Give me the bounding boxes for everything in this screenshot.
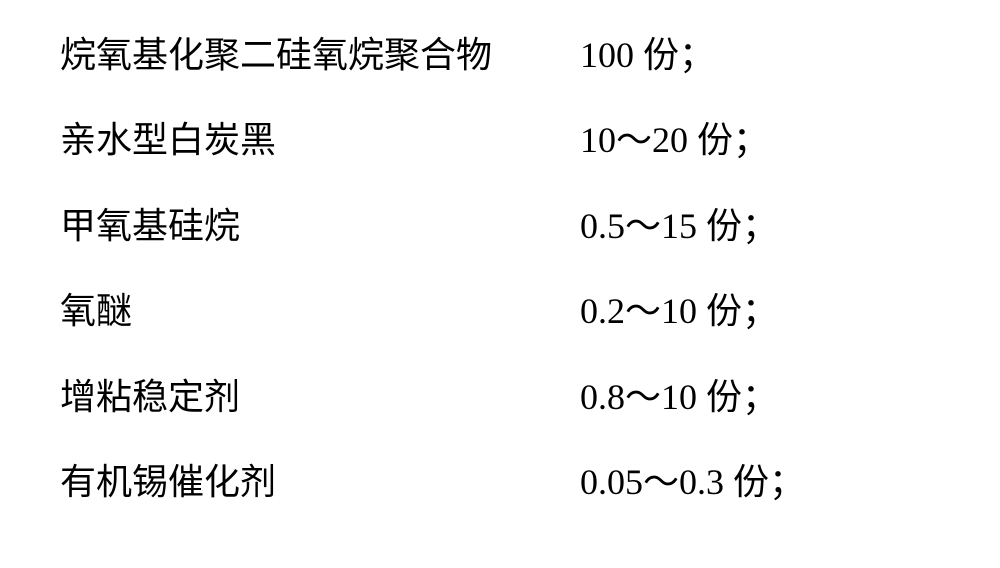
ingredient-name: 甲氧基硅烷 [60,201,580,251]
table-row: 甲氧基硅烷 0.5～15 份； [60,201,940,251]
ingredient-amount: 0.8～10 份； [580,372,778,422]
ingredient-amount: 0.2～10 份； [580,286,778,336]
ingredient-name: 亲水型白炭黑 [60,115,580,165]
ingredient-name: 增粘稳定剂 [60,372,580,422]
ingredient-amount: 100 份； [580,30,715,80]
table-row: 烷氧基化聚二硅氧烷聚合物 100 份； [60,30,940,80]
ingredient-name: 烷氧基化聚二硅氧烷聚合物 [60,30,580,80]
ingredient-name: 有机锡催化剂 [60,457,580,507]
ingredient-amount: 0.5～15 份； [580,201,778,251]
ingredient-name: 氧醚 [60,286,580,336]
ingredient-amount: 0.05～0.3 份； [580,457,805,507]
table-row: 增粘稳定剂 0.8～10 份； [60,372,940,422]
ingredient-list: 烷氧基化聚二硅氧烷聚合物 100 份； 亲水型白炭黑 10～20 份； 甲氧基硅… [60,30,940,507]
table-row: 有机锡催化剂 0.05～0.3 份； [60,457,940,507]
ingredient-amount: 10～20 份； [580,115,769,165]
table-row: 亲水型白炭黑 10～20 份； [60,115,940,165]
table-row: 氧醚 0.2～10 份； [60,286,940,336]
